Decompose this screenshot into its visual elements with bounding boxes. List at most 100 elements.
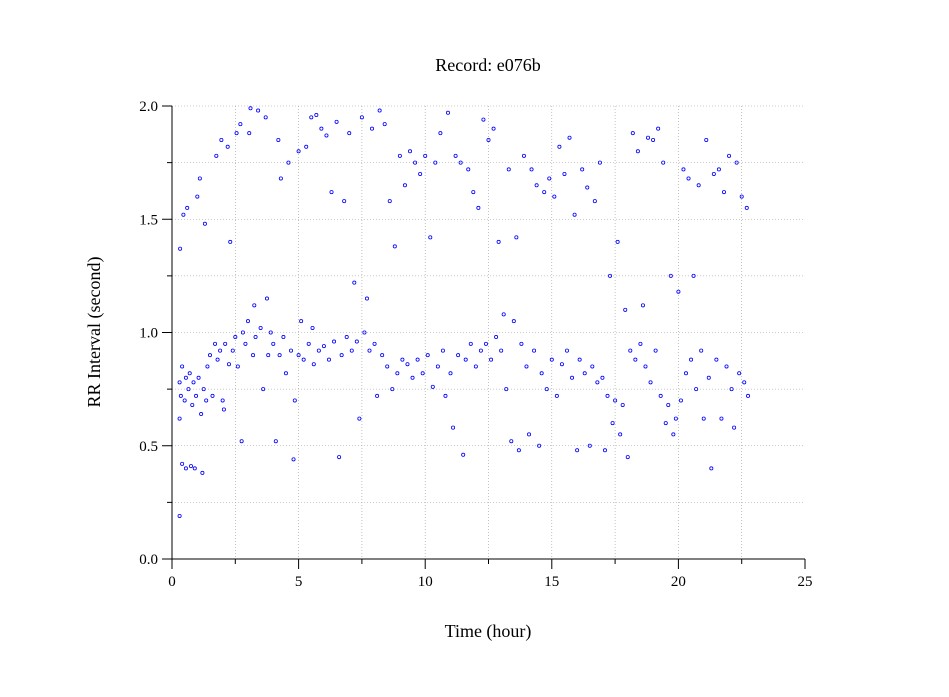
data-point bbox=[405, 362, 410, 367]
data-point bbox=[192, 466, 197, 471]
data-point bbox=[392, 244, 397, 249]
data-point bbox=[234, 131, 239, 136]
data-point bbox=[177, 416, 182, 421]
data-point bbox=[321, 344, 326, 349]
y-tick-label: 1.0 bbox=[139, 326, 158, 342]
data-point bbox=[339, 353, 344, 358]
data-point bbox=[268, 330, 273, 335]
data-point bbox=[704, 137, 709, 142]
data-point bbox=[180, 461, 185, 466]
data-point bbox=[630, 131, 635, 136]
data-point bbox=[271, 341, 276, 346]
data-point bbox=[309, 115, 314, 120]
data-point bbox=[364, 296, 369, 301]
data-point bbox=[239, 439, 244, 444]
data-point bbox=[681, 167, 686, 172]
data-point bbox=[177, 513, 182, 518]
data-point bbox=[304, 144, 309, 149]
data-point bbox=[235, 364, 240, 369]
data-point bbox=[549, 357, 554, 362]
data-point bbox=[301, 357, 306, 362]
data-point bbox=[418, 171, 423, 176]
data-point bbox=[666, 402, 671, 407]
data-point bbox=[329, 190, 334, 195]
data-point bbox=[190, 402, 195, 407]
data-point bbox=[182, 398, 187, 403]
data-point bbox=[638, 341, 643, 346]
data-point bbox=[716, 167, 721, 172]
data-point bbox=[602, 448, 607, 453]
data-point bbox=[247, 131, 252, 136]
data-point bbox=[314, 113, 319, 118]
data-point bbox=[524, 364, 529, 369]
data-point bbox=[296, 353, 301, 358]
data-point bbox=[592, 199, 597, 204]
data-point bbox=[694, 387, 699, 392]
data-point bbox=[185, 205, 190, 210]
data-point bbox=[390, 387, 395, 392]
data-point bbox=[430, 384, 435, 389]
data-point bbox=[587, 443, 592, 448]
data-point bbox=[213, 341, 218, 346]
data-point bbox=[547, 176, 552, 181]
data-point bbox=[191, 380, 196, 385]
data-point bbox=[646, 135, 651, 140]
data-point bbox=[425, 353, 430, 358]
data-point bbox=[196, 375, 201, 380]
data-point bbox=[233, 335, 238, 340]
data-point bbox=[640, 303, 645, 308]
y-tick-label: 0.5 bbox=[139, 439, 158, 455]
data-point bbox=[539, 371, 544, 376]
data-point bbox=[494, 335, 499, 340]
data-point bbox=[448, 371, 453, 376]
data-point bbox=[334, 119, 339, 124]
data-point bbox=[359, 115, 364, 120]
data-point bbox=[709, 466, 714, 471]
data-point bbox=[296, 149, 301, 154]
data-point bbox=[220, 398, 225, 403]
data-point bbox=[663, 421, 668, 426]
data-point bbox=[215, 357, 220, 362]
data-point bbox=[742, 380, 747, 385]
x-axis-label: Time (hour) bbox=[445, 621, 532, 642]
data-point bbox=[382, 122, 387, 127]
data-point bbox=[557, 144, 562, 149]
data-point bbox=[456, 353, 461, 358]
data-point bbox=[362, 330, 367, 335]
data-point bbox=[248, 106, 253, 111]
data-point bbox=[261, 387, 266, 392]
data-point bbox=[746, 393, 751, 398]
x-tick-label: 20 bbox=[671, 574, 686, 590]
data-point bbox=[466, 167, 471, 172]
data-point bbox=[585, 185, 590, 190]
data-point bbox=[483, 341, 488, 346]
data-point bbox=[286, 160, 291, 165]
x-tick-label: 0 bbox=[168, 574, 176, 590]
y-tick-labels: 0.0 0.5 1.0 1.5 2.0 bbox=[139, 99, 158, 568]
data-point bbox=[496, 239, 501, 244]
data-point bbox=[387, 199, 392, 204]
data-point bbox=[277, 353, 282, 358]
y-tick-label: 1.5 bbox=[139, 212, 158, 228]
data-point bbox=[618, 432, 623, 437]
data-point bbox=[661, 160, 666, 165]
data-point bbox=[610, 421, 615, 426]
data-point bbox=[319, 126, 324, 131]
data-point bbox=[370, 126, 375, 131]
data-point bbox=[514, 235, 519, 240]
data-point bbox=[240, 330, 245, 335]
data-point bbox=[278, 176, 283, 181]
data-point bbox=[433, 160, 438, 165]
data-point bbox=[199, 412, 204, 417]
data-point bbox=[453, 153, 458, 158]
data-point bbox=[324, 133, 329, 138]
data-point bbox=[608, 273, 613, 278]
data-point bbox=[501, 312, 506, 317]
data-point bbox=[478, 348, 483, 353]
data-point bbox=[420, 371, 425, 376]
data-point bbox=[445, 110, 450, 115]
data-point bbox=[289, 348, 294, 353]
data-point bbox=[223, 341, 228, 346]
data-point bbox=[516, 448, 521, 453]
y-axis-label: RR Interval (second) bbox=[84, 257, 105, 408]
